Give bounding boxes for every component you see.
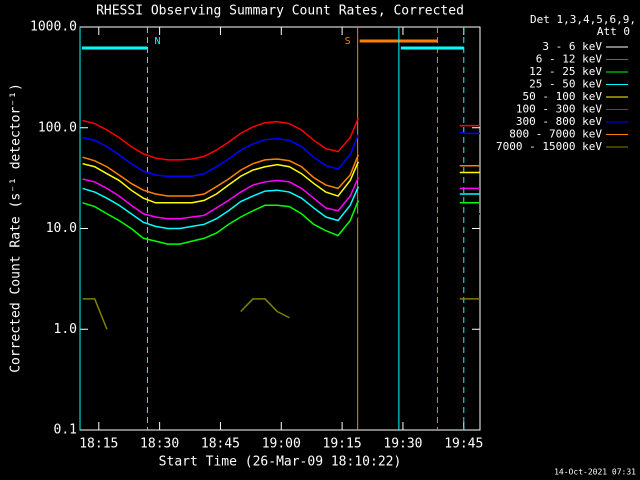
x-tick-label: 19:00 — [262, 437, 301, 452]
y-axis-label: Corrected Count Rate (s⁻¹ detector⁻¹) — [9, 83, 24, 373]
series-line — [82, 161, 360, 204]
series-line — [459, 131, 480, 135]
legend-label: 12 - 25 keV — [529, 65, 602, 78]
y-tick-label: 10.0 — [46, 221, 77, 236]
y-tick-label: 1.0 — [54, 322, 77, 337]
series-line — [82, 213, 360, 258]
legend-label: 3 - 6 keV — [542, 40, 602, 53]
series-line — [82, 298, 108, 330]
x-tick-label: 18:30 — [140, 437, 179, 452]
x-tick-label: 19:30 — [383, 437, 422, 452]
legend-label: 100 - 300 keV — [516, 103, 602, 116]
chart-title: RHESSI Observing Summary Count Rates, Co… — [96, 4, 464, 19]
legend-label: 25 - 50 keV — [529, 78, 602, 91]
y-tick-label: 100.0 — [38, 120, 77, 135]
y-tick-label: 0.1 — [54, 423, 77, 438]
x-tick-label: 19:15 — [323, 437, 362, 452]
x-tick-label: 18:15 — [79, 437, 118, 452]
plot-frame — [79, 26, 481, 431]
series-line — [82, 154, 360, 197]
y-tick-label: 1000.0 — [30, 20, 77, 35]
series-line — [82, 134, 360, 178]
legend-header: Att 0 — [597, 25, 630, 38]
legend-header: Det 1,3,4,5,6,9, — [530, 13, 636, 26]
flag-label: N — [154, 36, 160, 47]
x-axis-label: Start Time (26-Mar-09 18:10:22) — [159, 455, 402, 470]
timestamp: 14-Oct-2021 07:31 — [554, 468, 636, 477]
series-line — [82, 177, 360, 220]
flag-label: S — [345, 36, 351, 47]
x-tick-label: 18:45 — [201, 437, 240, 452]
legend-label: 7000 - 15000 keV — [496, 140, 602, 153]
legend-label: 300 - 800 keV — [516, 115, 602, 128]
series-line — [82, 117, 360, 161]
x-tick-label: 19:45 — [444, 437, 483, 452]
series-line — [82, 186, 360, 230]
legend-label: 6 - 12 keV — [536, 53, 603, 66]
series-line — [240, 298, 290, 319]
series-line — [82, 200, 360, 245]
legend-label: 50 - 100 keV — [523, 90, 603, 103]
legend-label: 800 - 7000 keV — [509, 128, 602, 141]
